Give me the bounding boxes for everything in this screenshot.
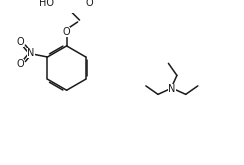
Text: O: O xyxy=(17,59,24,69)
Text: HO: HO xyxy=(39,0,54,8)
Text: O: O xyxy=(17,37,24,47)
Text: O: O xyxy=(63,27,71,37)
Text: O: O xyxy=(85,0,93,8)
Text: N: N xyxy=(168,84,175,94)
Text: N: N xyxy=(27,48,34,58)
